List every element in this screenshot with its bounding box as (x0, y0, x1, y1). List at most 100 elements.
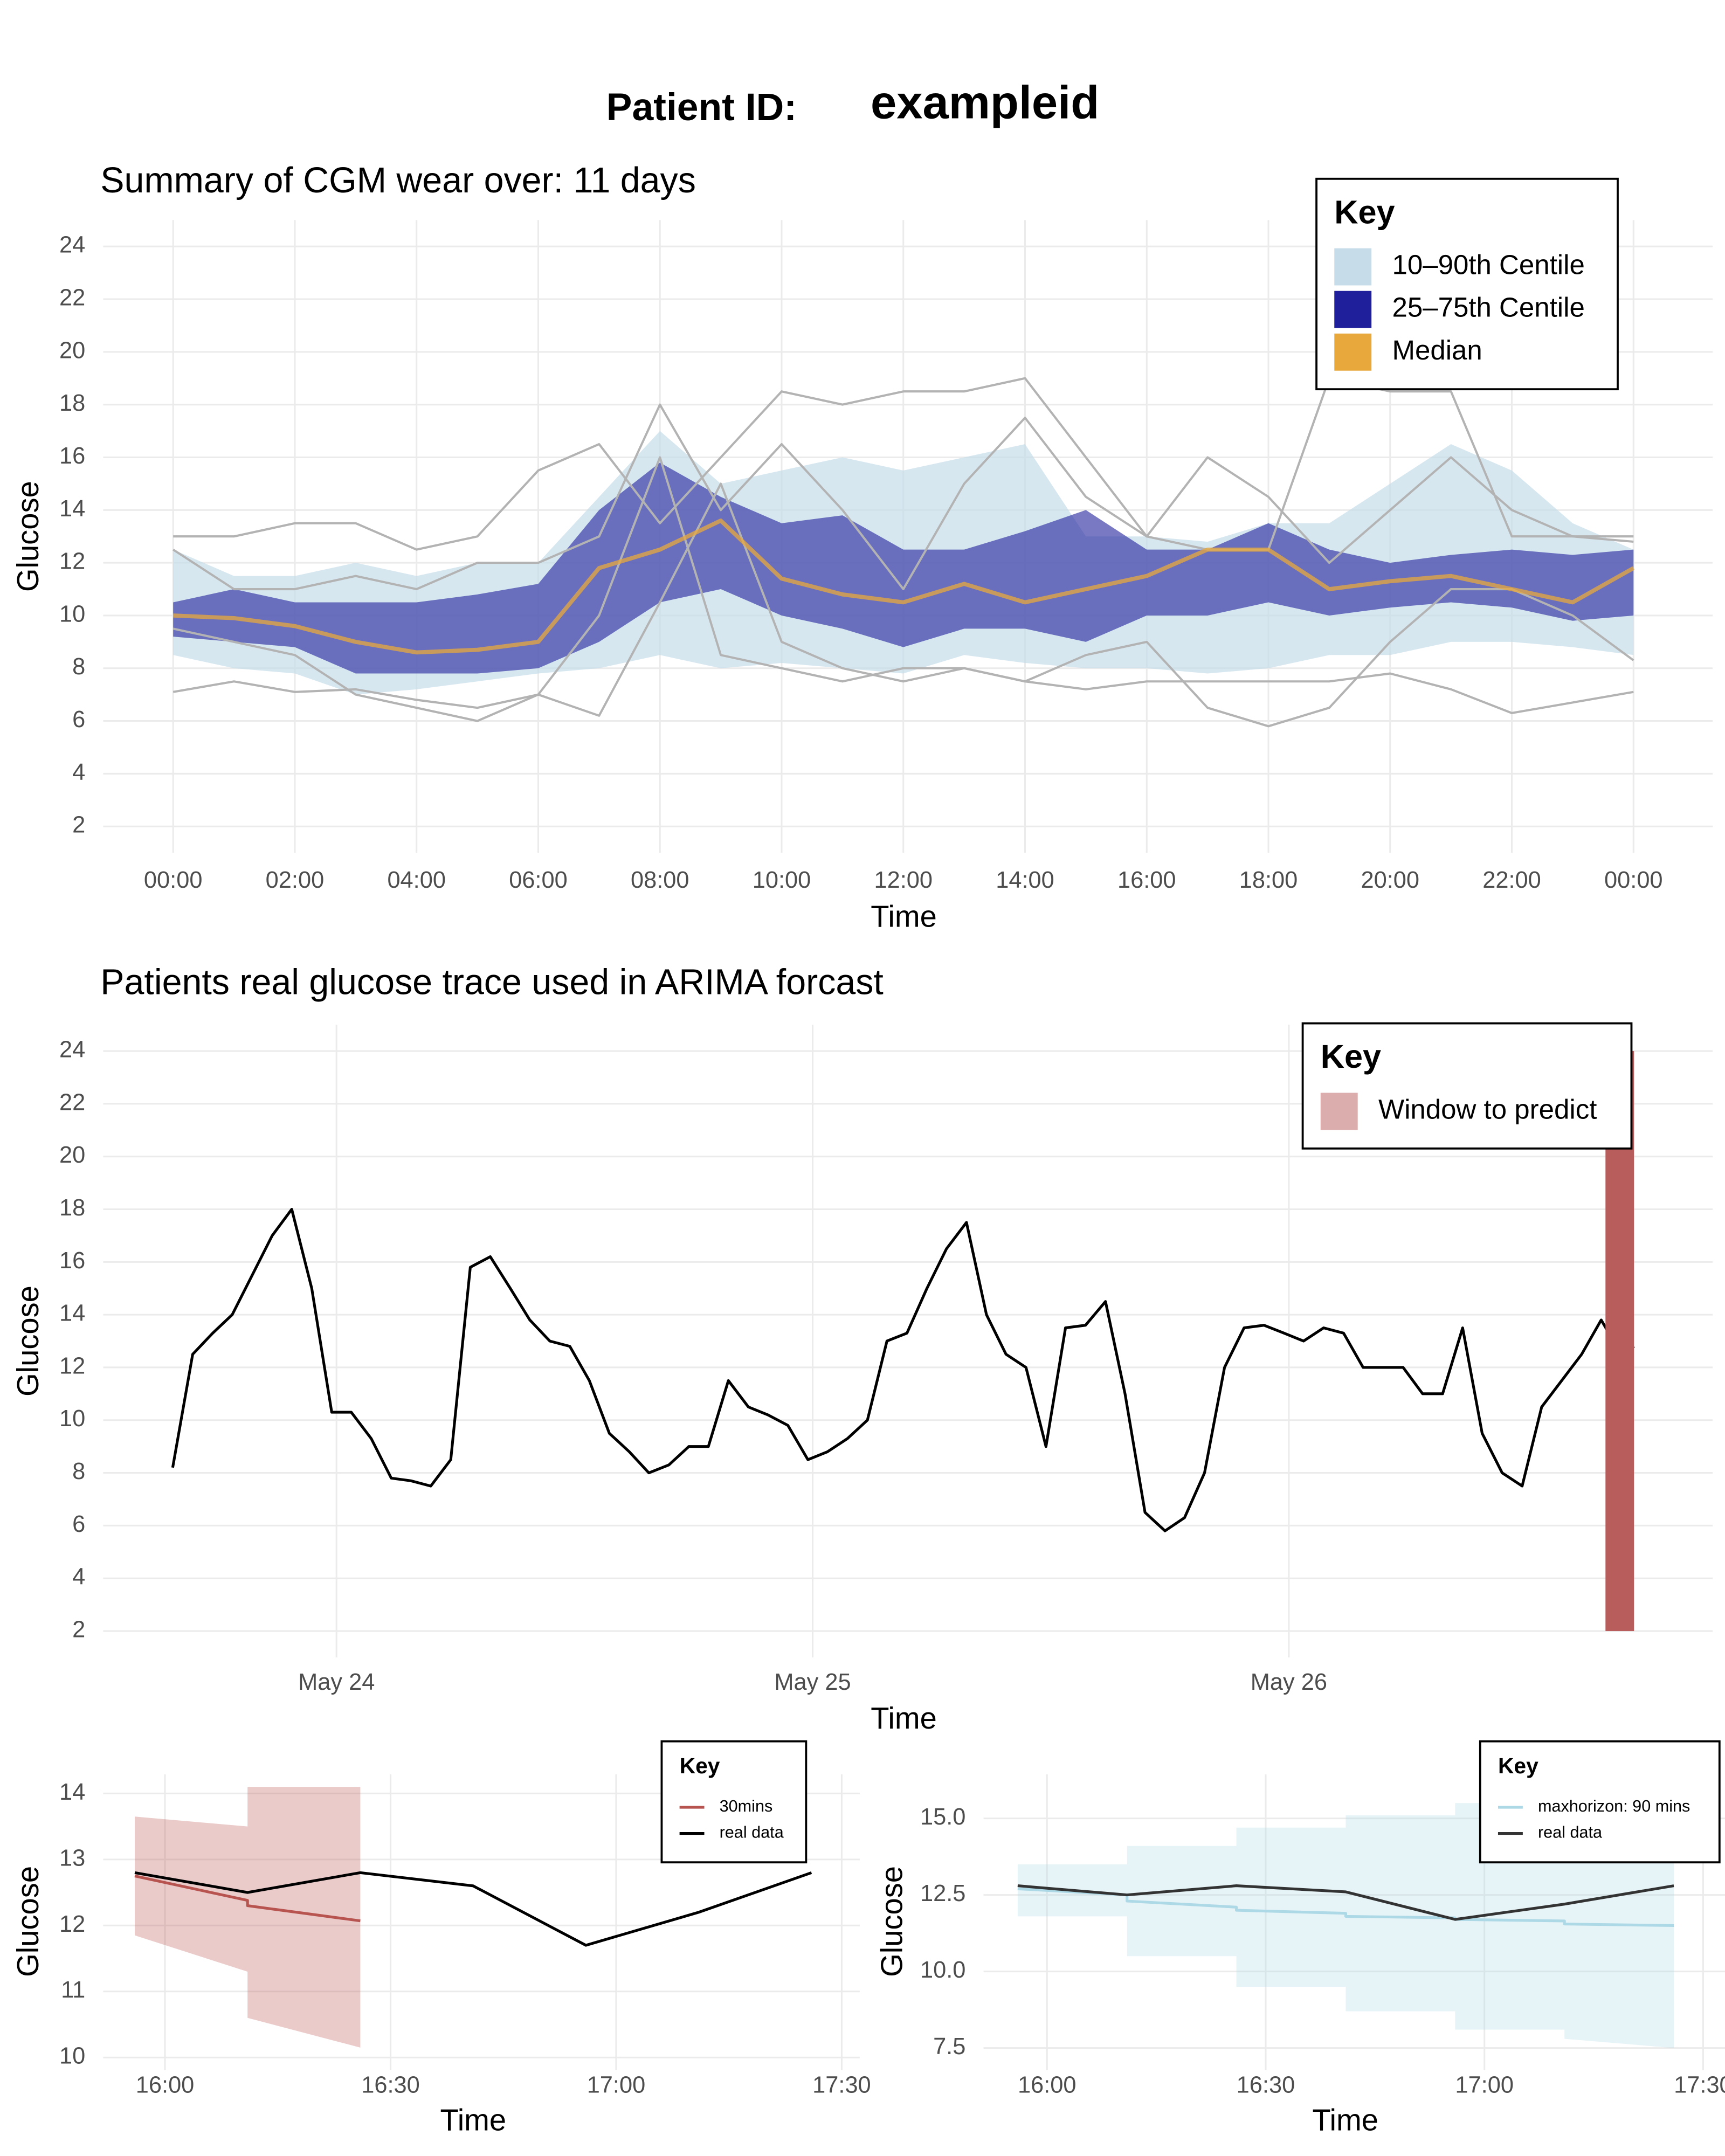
x-tick-label: 16:00 (136, 2072, 195, 2098)
legend-swatch (1320, 1093, 1358, 1130)
y-tick-label: 10.0 (920, 1957, 965, 1983)
y-tick-label: 15.0 (920, 1804, 965, 1830)
y-tick-label: 24 (59, 1036, 85, 1062)
legend-swatch (1334, 333, 1372, 371)
legend-title: Key (680, 1753, 720, 1778)
legend-box (660, 1740, 808, 1864)
x-tick-label: 17:00 (1455, 2072, 1514, 2098)
series-line (173, 519, 1635, 655)
x-axis-title: Time (871, 1701, 937, 1735)
patient-id: exampleid (871, 76, 1099, 128)
day-trace (172, 482, 1634, 717)
legend-label: real data (1538, 1823, 1603, 1842)
y-tick-label: 6 (72, 707, 85, 733)
y-tick-label: 24 (59, 232, 85, 258)
series-line (134, 1874, 361, 1923)
y-tick-label: 12 (59, 1911, 85, 1937)
series-line (1017, 1887, 1674, 1927)
y-tick-label: 8 (72, 654, 85, 680)
x-tick-label: 04:00 (387, 867, 446, 893)
y-axis-title: Glucose (11, 481, 45, 592)
y-axis-title: Glucose (875, 1866, 909, 1977)
series-line (134, 1871, 812, 1947)
y-tick-label: 22 (59, 285, 85, 310)
y-tick-label: 18 (59, 390, 85, 416)
x-tick-label: 16:00 (1018, 2072, 1077, 2098)
legend-title: Key (1498, 1753, 1538, 1778)
x-tick-label: May 24 (298, 1669, 375, 1695)
x-tick-label: 00:00 (1604, 867, 1663, 893)
y-tick-label: 11 (61, 1977, 85, 2003)
y-tick-label: 4 (72, 1564, 85, 1590)
x-tick-label: 18:00 (1239, 867, 1298, 893)
x-tick-label: 14:00 (996, 867, 1054, 893)
y-tick-label: 16 (59, 443, 85, 469)
y-tick-label: 12.5 (920, 1881, 965, 1906)
x-tick-label: 10:00 (753, 867, 811, 893)
day-trace (172, 456, 1634, 728)
y-tick-label: 12 (59, 549, 85, 575)
series-line (171, 1207, 1635, 1532)
y-tick-label: 13 (59, 1845, 85, 1871)
day-trace (173, 377, 1634, 551)
x-tick-label: 02:00 (266, 867, 325, 893)
x-tick-label: 00:00 (144, 867, 203, 893)
patient-label: Patient ID: (606, 86, 797, 129)
y-tick-label: 7.5 (933, 2034, 965, 2060)
series-line (1017, 1884, 1674, 1921)
y-tick-label: 18 (59, 1195, 85, 1221)
legend-label: Window to predict (1378, 1094, 1597, 1124)
x-tick-label: 17:30 (812, 2072, 871, 2098)
x-axis-title: Time (871, 899, 937, 933)
x-tick-label: 16:30 (361, 2072, 420, 2098)
y-tick-label: 14 (59, 496, 85, 522)
chart-title: Patients real glucose trace used in ARIM… (100, 963, 884, 1003)
day-trace (172, 403, 1634, 591)
y-tick-label: 14 (59, 1301, 85, 1326)
legend-label: real data (720, 1823, 784, 1842)
y-tick-label: 10 (59, 601, 85, 627)
y-tick-label: 22 (59, 1089, 85, 1115)
y-tick-label: 10 (59, 2043, 85, 2069)
y-tick-label: 12 (59, 1353, 85, 1379)
y-tick-label: 2 (72, 1617, 85, 1643)
chart-title: Summary of CGM wear over: 11 days (100, 161, 696, 201)
centile-band (173, 462, 1634, 674)
y-tick-label: 4 (72, 759, 85, 785)
y-tick-label: 2 (72, 812, 85, 838)
y-axis-title: Glucose (11, 1286, 45, 1397)
y-tick-label: 8 (72, 1459, 85, 1484)
x-axis-title: Time (440, 2103, 507, 2137)
y-tick-label: 6 (72, 1511, 85, 1537)
x-tick-label: 20:00 (1361, 867, 1420, 893)
y-tick-label: 20 (59, 1142, 85, 1168)
legend-title: Key (1321, 1038, 1381, 1075)
y-axis-title: Glucose (11, 1866, 45, 1977)
legend-box (1479, 1740, 1721, 1864)
x-tick-label: 12:00 (874, 867, 933, 893)
legend-swatch (1334, 291, 1372, 328)
y-tick-label: 16 (59, 1248, 85, 1274)
y-tick-label: 14 (59, 1779, 85, 1805)
x-tick-label: 16:00 (1117, 867, 1176, 893)
forecast-interval (134, 1787, 361, 2048)
legend-label: maxhorizon: 90 mins (1538, 1797, 1690, 1815)
x-tick-label: 16:30 (1237, 2072, 1295, 2098)
legend-label: 25–75th Centile (1392, 292, 1584, 323)
x-tick-label: May 26 (1251, 1669, 1327, 1695)
x-tick-label: 08:00 (631, 867, 689, 893)
x-tick-label: 17:00 (587, 2072, 646, 2098)
legend-title: Key (1334, 194, 1395, 230)
legend-label: 10–90th Centile (1392, 250, 1584, 280)
legend-label: 30mins (720, 1797, 773, 1815)
y-tick-label: 10 (59, 1406, 85, 1432)
x-tick-label: 17:30 (1674, 2072, 1725, 2098)
x-tick-label: May 25 (774, 1669, 851, 1695)
y-tick-label: 20 (59, 337, 85, 363)
legend-swatch (1334, 248, 1372, 286)
legend-label: Median (1392, 335, 1482, 365)
x-axis-title: Time (1312, 2103, 1378, 2137)
x-tick-label: 22:00 (1482, 867, 1541, 893)
